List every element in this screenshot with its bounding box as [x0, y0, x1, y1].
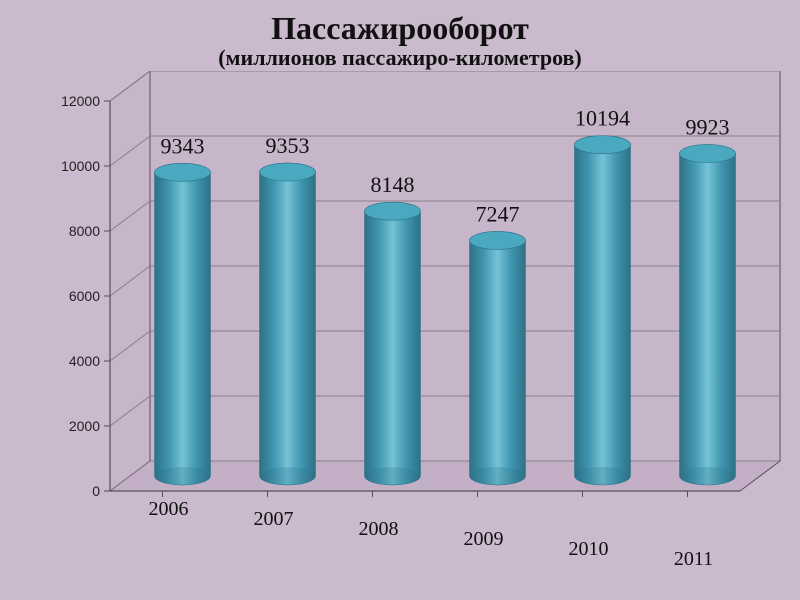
svg-text:10000: 10000 — [61, 158, 100, 174]
chart-title: Пассажирооборот — [0, 10, 800, 47]
svg-text:8000: 8000 — [69, 223, 100, 239]
svg-text:2010: 2010 — [569, 538, 609, 560]
svg-text:2006: 2006 — [149, 498, 189, 520]
svg-text:7247: 7247 — [476, 201, 520, 226]
svg-text:9353: 9353 — [266, 133, 310, 158]
svg-text:12000: 12000 — [61, 93, 100, 109]
svg-text:10194: 10194 — [575, 106, 630, 131]
svg-text:9923: 9923 — [686, 115, 730, 140]
svg-text:2000: 2000 — [69, 418, 100, 434]
svg-text:6000: 6000 — [69, 288, 100, 304]
svg-text:8148: 8148 — [371, 172, 415, 197]
svg-text:2009: 2009 — [464, 528, 504, 550]
svg-text:9343: 9343 — [161, 133, 205, 158]
passenger-turnover-chart: 0 2000 4000 6000 8000 10000 12000 9343 2006 9353 2… — [0, 71, 800, 591]
chart-subtitle: (миллионов пассажиро-километров) — [0, 45, 800, 71]
svg-text:2011: 2011 — [674, 548, 713, 570]
svg-text:2007: 2007 — [254, 508, 294, 530]
svg-text:2008: 2008 — [359, 518, 399, 540]
svg-text:4000: 4000 — [69, 353, 100, 369]
chart-title-block: Пассажирооборот (миллионов пассажиро-кил… — [0, 0, 800, 71]
svg-text:0: 0 — [92, 483, 100, 499]
